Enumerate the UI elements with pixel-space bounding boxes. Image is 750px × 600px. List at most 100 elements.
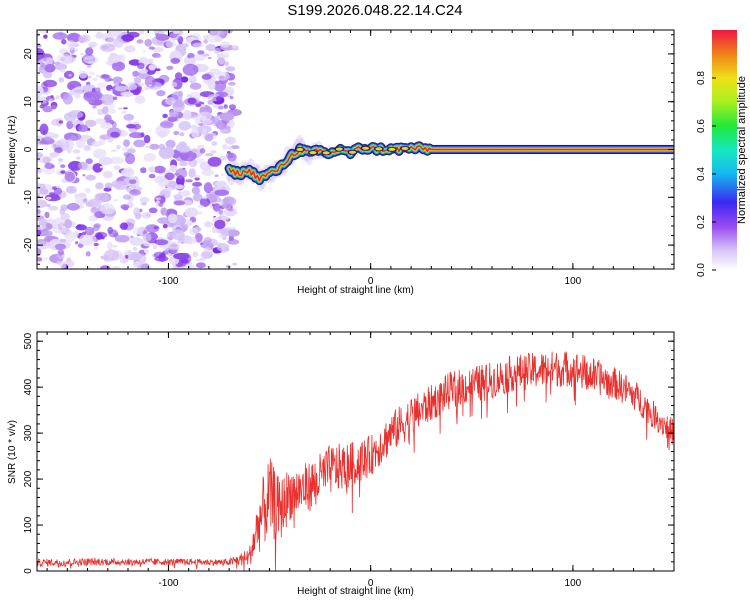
noise-blob bbox=[37, 31, 41, 37]
noise-blob bbox=[37, 199, 48, 208]
noise-blob bbox=[85, 174, 96, 181]
noise-blob bbox=[229, 104, 236, 110]
x-tick-label: -100 bbox=[158, 578, 178, 589]
noise-blob bbox=[102, 106, 109, 115]
noise-blob bbox=[133, 207, 141, 217]
noise-blob bbox=[100, 122, 112, 129]
noise-blob bbox=[197, 50, 205, 55]
noise-blob bbox=[37, 241, 51, 250]
noise-blob bbox=[148, 166, 156, 173]
noise-blob bbox=[199, 242, 204, 245]
noise-blob bbox=[43, 71, 53, 79]
noise-blob bbox=[79, 241, 83, 244]
noise-blob bbox=[83, 145, 91, 152]
noise-blob bbox=[41, 230, 53, 237]
noise-blob bbox=[218, 92, 224, 97]
noise-blob bbox=[155, 33, 160, 36]
noise-blob bbox=[227, 239, 240, 245]
x-tick-label: 100 bbox=[565, 276, 582, 287]
noise-blob bbox=[78, 161, 88, 170]
noise-blob bbox=[166, 232, 171, 237]
spectrogram-noise-field bbox=[37, 30, 242, 269]
noise-blob bbox=[108, 156, 125, 164]
noise-blob bbox=[159, 121, 174, 128]
x-tick-label: 100 bbox=[565, 578, 582, 589]
noise-blob bbox=[51, 105, 57, 110]
noise-blob bbox=[92, 148, 107, 159]
noise-blob bbox=[197, 204, 205, 209]
noise-blob bbox=[203, 247, 212, 254]
noise-blob bbox=[134, 95, 146, 104]
noise-blob bbox=[37, 156, 53, 163]
noise-blob bbox=[165, 39, 177, 49]
y-tick-label: 0 bbox=[23, 146, 34, 152]
y-tick-label: 200 bbox=[23, 470, 34, 487]
noise-blob bbox=[145, 145, 151, 148]
noise-blob bbox=[138, 30, 145, 35]
noise-blob bbox=[192, 148, 198, 153]
noise-blob bbox=[66, 202, 80, 211]
noise-blob bbox=[56, 53, 73, 64]
noise-blob bbox=[44, 211, 50, 219]
noise-blob bbox=[37, 135, 42, 142]
noise-blob bbox=[218, 209, 224, 215]
noise-blob bbox=[207, 57, 212, 59]
noise-blob bbox=[113, 82, 120, 87]
noise-blob bbox=[216, 242, 230, 252]
noise-blob bbox=[121, 169, 132, 177]
noise-blob bbox=[192, 42, 204, 48]
noise-blob bbox=[43, 34, 48, 39]
noise-blob bbox=[107, 137, 114, 143]
noise-blob bbox=[169, 31, 181, 41]
noise-blob bbox=[221, 237, 227, 240]
noise-blob bbox=[88, 41, 98, 48]
signal-node bbox=[309, 151, 317, 155]
noise-blob bbox=[99, 134, 111, 140]
noise-blob bbox=[193, 54, 206, 61]
noise-blob bbox=[188, 75, 197, 84]
noise-blob bbox=[140, 167, 147, 174]
noise-blob bbox=[158, 202, 164, 207]
noise-blob bbox=[221, 202, 233, 209]
colorbar-gradient bbox=[712, 30, 737, 270]
noise-blob bbox=[67, 40, 76, 51]
noise-blob bbox=[193, 174, 201, 179]
noise-blob bbox=[123, 107, 128, 110]
noise-blob bbox=[82, 174, 86, 177]
noise-blob bbox=[97, 82, 107, 89]
spectrogram-y-label: Frequency (Hz) bbox=[7, 116, 18, 185]
noise-blob bbox=[174, 72, 183, 80]
colorbar-tick-label: 0.2 bbox=[696, 215, 707, 229]
noise-blob bbox=[94, 33, 102, 39]
noise-blob bbox=[85, 119, 97, 128]
noise-blob bbox=[205, 167, 212, 172]
colorbar-label: Normalized spectral amplitude bbox=[736, 76, 748, 224]
x-tick-label: 0 bbox=[368, 276, 374, 287]
noise-blob bbox=[158, 146, 175, 159]
noise-blob bbox=[114, 85, 128, 92]
noise-blob bbox=[162, 113, 168, 119]
noise-blob bbox=[148, 84, 152, 87]
noise-blob bbox=[155, 54, 162, 58]
noise-blob bbox=[121, 110, 127, 114]
signal-node bbox=[375, 147, 383, 151]
noise-blob bbox=[51, 118, 62, 126]
noise-blob bbox=[223, 207, 238, 217]
noise-blob bbox=[177, 239, 183, 244]
noise-blob bbox=[214, 189, 229, 196]
noise-blob bbox=[212, 197, 222, 203]
noise-blob bbox=[132, 247, 138, 251]
noise-blob bbox=[194, 233, 203, 243]
noise-blob bbox=[154, 239, 169, 246]
noise-blob bbox=[178, 90, 183, 97]
y-tick-label: 100 bbox=[23, 516, 34, 533]
noise-blob bbox=[54, 61, 61, 65]
noise-blob bbox=[129, 189, 142, 196]
noise-blob bbox=[94, 87, 101, 94]
noise-blob bbox=[174, 172, 180, 176]
noise-blob bbox=[141, 201, 147, 206]
noise-blob bbox=[54, 147, 63, 154]
noise-blob bbox=[64, 171, 76, 182]
noise-blob bbox=[170, 57, 181, 64]
noise-blob bbox=[195, 104, 201, 108]
